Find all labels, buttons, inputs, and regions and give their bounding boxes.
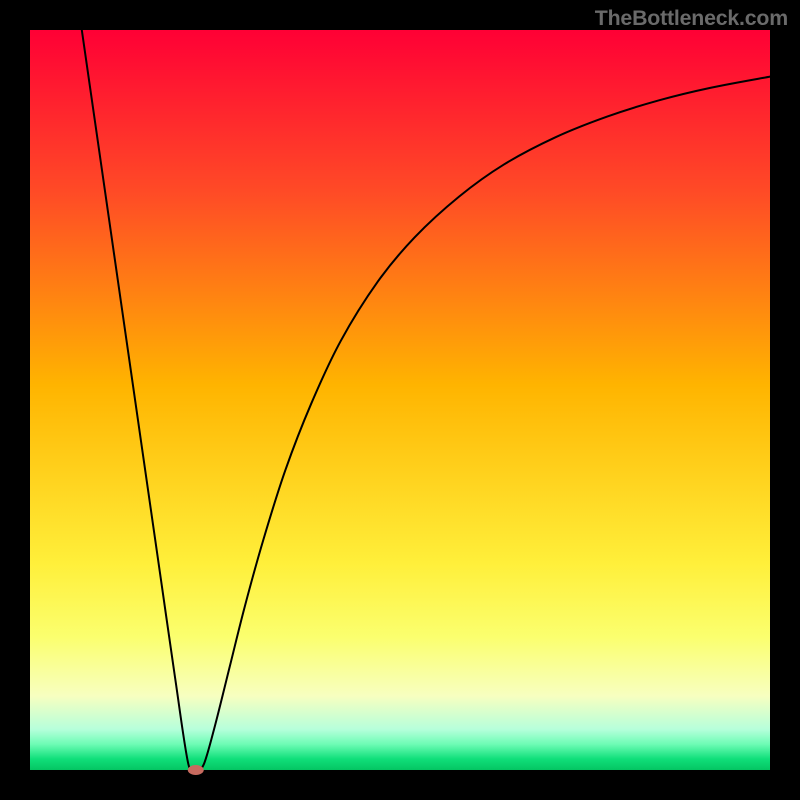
chart-stage: TheBottleneck.com <box>0 0 800 800</box>
bottleneck-curve-chart <box>0 0 800 800</box>
plot-background <box>30 30 770 770</box>
watermark-text: TheBottleneck.com <box>595 6 788 31</box>
current-config-marker <box>188 765 204 775</box>
